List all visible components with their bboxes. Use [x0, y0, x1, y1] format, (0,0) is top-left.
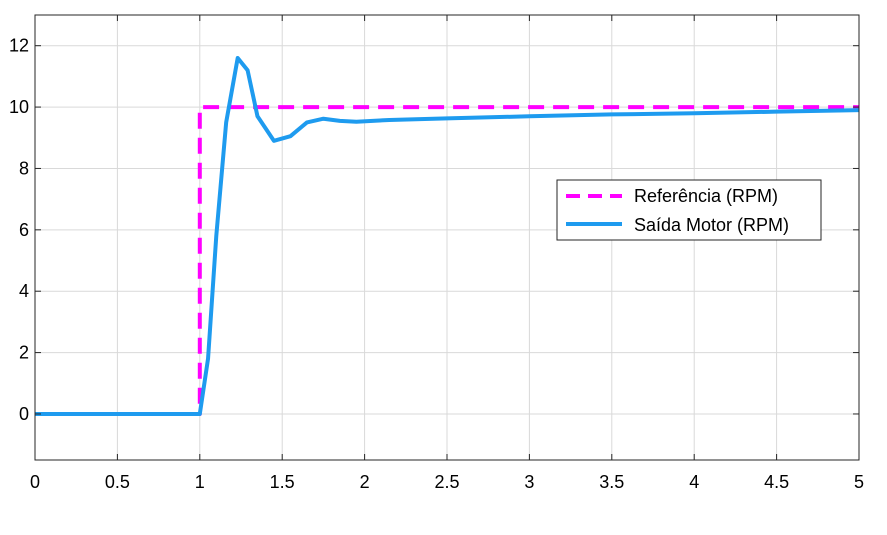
- y-tick-label: 6: [19, 220, 29, 240]
- legend-label-saida-motor: Saída Motor (RPM): [634, 215, 789, 235]
- y-tick-label: 12: [9, 36, 29, 56]
- x-tick-label: 2.5: [434, 472, 459, 492]
- series-layer: [35, 55, 860, 416]
- y-tick-label: 10: [9, 97, 29, 117]
- x-tick-label: 2: [360, 472, 370, 492]
- series-line-saida-motor: [35, 55, 860, 416]
- y-tick-label: 8: [19, 158, 29, 178]
- x-axis: 0 0.5 1 1.5 2 2.5 3 3.5 4 4.5 5: [30, 15, 864, 492]
- x-tick-label: 5: [854, 472, 864, 492]
- x-tick-label: 1: [195, 472, 205, 492]
- x-tick-label: 3: [524, 472, 534, 492]
- legend-label-referencia: Referência (RPM): [634, 186, 778, 206]
- y-tick-label: 0: [19, 404, 29, 424]
- legend-box: [556, 179, 822, 241]
- y-axis: 0 2 4 6 8 10 12: [9, 36, 859, 424]
- x-tick-label: 1.5: [270, 472, 295, 492]
- x-tick-label: 4.5: [764, 472, 789, 492]
- x-tick-label: 0: [30, 472, 40, 492]
- y-tick-label: 2: [19, 343, 29, 363]
- y-tick-label: 4: [19, 281, 29, 301]
- legend: Referência (RPM) Saída Motor (RPM): [556, 179, 822, 241]
- x-tick-label: 3.5: [599, 472, 624, 492]
- x-tick-label: 4: [689, 472, 699, 492]
- x-tick-label: 0.5: [105, 472, 130, 492]
